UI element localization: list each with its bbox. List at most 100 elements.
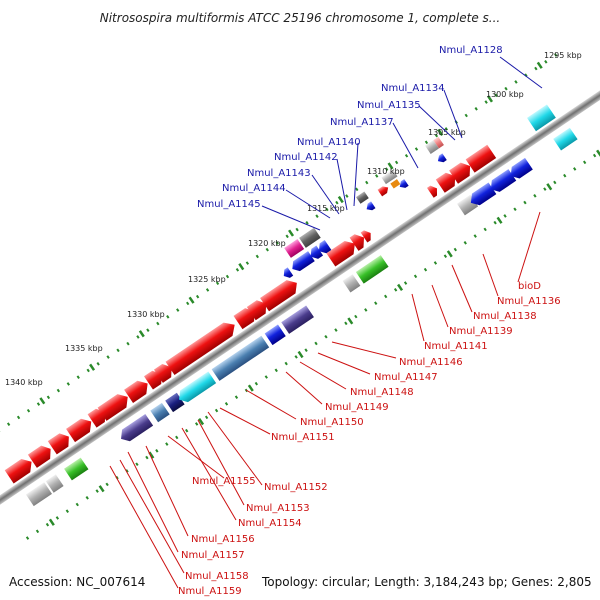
gene-reverse[interactable] — [507, 157, 533, 182]
gene-label-nmul-a1149[interactable]: Nmul_A1149 — [325, 402, 389, 413]
gene-label-nmul-a1147[interactable]: Nmul_A1147 — [374, 372, 438, 383]
gene-reverse[interactable] — [175, 371, 217, 405]
inner-scale-ticks — [25, 134, 600, 540]
gene-forward[interactable] — [326, 237, 359, 267]
gene-outer[interactable] — [356, 191, 369, 204]
gene-label-nmul-a1148[interactable]: Nmul_A1148 — [350, 387, 414, 398]
gene-label-nmul-a1154[interactable]: Nmul_A1154 — [238, 518, 302, 529]
kbp-label-1330: 1330 kbp — [127, 310, 165, 319]
gene-forward[interactable] — [165, 318, 240, 376]
gene-outer[interactable] — [433, 136, 444, 149]
gene-forward[interactable] — [426, 183, 440, 198]
gene-outer[interactable] — [364, 201, 376, 212]
kbp-label-1315: 1315 kbp — [307, 204, 345, 213]
gene-label-nmul-a1152[interactable]: Nmul_A1152 — [264, 482, 328, 493]
gene-label-nmul-a1144[interactable]: Nmul_A1144 — [222, 183, 286, 194]
gene-label-nmul-a1157[interactable]: Nmul_A1157 — [181, 550, 245, 561]
lower-leader-lines — [109, 211, 541, 589]
gene-label-nmul-a1158[interactable]: Nmul_A1158 — [185, 571, 249, 582]
gene-forward[interactable] — [465, 144, 497, 173]
gene-label-nmul-a1142[interactable]: Nmul_A1142 — [274, 152, 338, 163]
gene-label-nmul-a1140[interactable]: Nmul_A1140 — [297, 137, 361, 148]
outer-major-ticks — [39, 61, 543, 405]
gene-forward[interactable] — [47, 430, 74, 455]
outer-gene-row[interactable] — [268, 136, 458, 280]
gene-forward[interactable] — [260, 276, 301, 312]
kbp-label-1340: 1340 kbp — [5, 378, 43, 387]
gene-forward[interactable] — [233, 305, 260, 330]
gene-label-nmul-a1155[interactable]: Nmul_A1155 — [192, 476, 256, 487]
gene-label-nmul-a1145[interactable]: Nmul_A1145 — [197, 199, 261, 210]
kbp-label-1320: 1320 kbp — [248, 239, 286, 248]
gene-reverse[interactable] — [553, 127, 578, 151]
gene-reverse[interactable] — [264, 324, 286, 346]
kbp-label-1335: 1335 kbp — [65, 344, 103, 353]
gene-outer[interactable] — [299, 227, 321, 248]
chromosome-backbone — [0, 82, 600, 515]
gene-reverse[interactable] — [355, 255, 389, 284]
gene-outer[interactable] — [289, 251, 315, 274]
small-forward-genes[interactable] — [360, 183, 441, 243]
gene-outer[interactable] — [307, 245, 324, 262]
gene-reverse[interactable] — [25, 482, 52, 507]
kbp-label-1300: 1300 kbp — [486, 90, 524, 99]
kbp-label-1310: 1310 kbp — [367, 167, 405, 176]
gene-reverse[interactable] — [467, 182, 497, 208]
gene-label-nmul-a1146[interactable]: Nmul_A1146 — [399, 357, 463, 368]
gene-reverse[interactable] — [117, 413, 154, 445]
gene-label-nmul-a1135[interactable]: Nmul_A1135 — [357, 100, 421, 111]
gene-forward[interactable] — [97, 390, 133, 421]
kbp-label-1325: 1325 kbp — [188, 275, 226, 284]
gene-outer[interactable] — [436, 153, 447, 164]
gene-reverse[interactable] — [342, 274, 361, 293]
gene-forward[interactable] — [449, 159, 475, 184]
inner-major-ticks — [48, 149, 600, 526]
gene-label-nmul-a1159[interactable]: Nmul_A1159 — [178, 586, 242, 597]
gene-reverse[interactable] — [487, 169, 517, 195]
gene-label-nmul-a1153[interactable]: Nmul_A1153 — [246, 503, 310, 514]
gene-forward[interactable] — [435, 169, 460, 193]
gene-label-biod[interactable]: bioD — [518, 281, 541, 292]
gene-label-nmul-a1136[interactable]: Nmul_A1136 — [497, 296, 561, 307]
gene-forward[interactable] — [360, 228, 374, 243]
gene-label-nmul-a1134[interactable]: Nmul_A1134 — [381, 83, 445, 94]
forward-strand-genes[interactable] — [4, 104, 556, 484]
gene-label-nmul-a1150[interactable]: Nmul_A1150 — [300, 417, 364, 428]
gene-outer[interactable] — [377, 184, 391, 197]
gene-label-nmul-a1139[interactable]: Nmul_A1139 — [449, 326, 513, 337]
gene-label-nmul-a1151[interactable]: Nmul_A1151 — [271, 432, 335, 443]
gene-label-nmul-a1137[interactable]: Nmul_A1137 — [330, 117, 394, 128]
outer-scale-ticks — [0, 47, 566, 453]
gene-forward[interactable] — [124, 377, 152, 403]
gene-forward[interactable] — [87, 405, 110, 428]
gene-forward[interactable] — [246, 297, 271, 321]
gene-reverse[interactable] — [150, 402, 170, 423]
gene-outer[interactable] — [316, 239, 332, 256]
gene-forward[interactable] — [153, 361, 176, 383]
gene-reverse[interactable] — [211, 335, 270, 381]
gene-label-nmul-a1156[interactable]: Nmul_A1156 — [191, 534, 255, 545]
reverse-strand-genes[interactable] — [25, 127, 578, 507]
gene-outer[interactable] — [281, 267, 294, 280]
gene-outer[interactable] — [284, 238, 305, 258]
gene-forward[interactable] — [349, 231, 369, 251]
gene-label-nmul-a1128[interactable]: Nmul_A1128 — [439, 45, 503, 56]
gene-reverse[interactable] — [281, 305, 314, 334]
gene-forward[interactable] — [27, 442, 55, 468]
gene-outer[interactable] — [381, 169, 398, 185]
inner-tick-row — [25, 134, 600, 540]
gene-outer[interactable] — [398, 179, 409, 190]
gene-forward[interactable] — [527, 104, 556, 132]
gene-reverse[interactable] — [45, 474, 64, 493]
gene-forward[interactable] — [4, 455, 36, 484]
gene-forward[interactable] — [143, 367, 166, 390]
upper-gene-labels: Nmul_A1128 Nmul_A1134 Nmul_A1135 Nmul_A1… — [197, 45, 503, 210]
gene-label-nmul-a1141[interactable]: Nmul_A1141 — [424, 341, 488, 352]
gene-outer[interactable] — [425, 140, 439, 154]
outer-tick-row — [0, 47, 566, 453]
gene-forward[interactable] — [66, 415, 96, 443]
gene-label-nmul-a1143[interactable]: Nmul_A1143 — [247, 168, 311, 179]
gene-label-nmul-a1138[interactable]: Nmul_A1138 — [473, 311, 537, 322]
gene-reverse[interactable] — [64, 457, 89, 481]
gene-outer[interactable] — [390, 179, 401, 189]
